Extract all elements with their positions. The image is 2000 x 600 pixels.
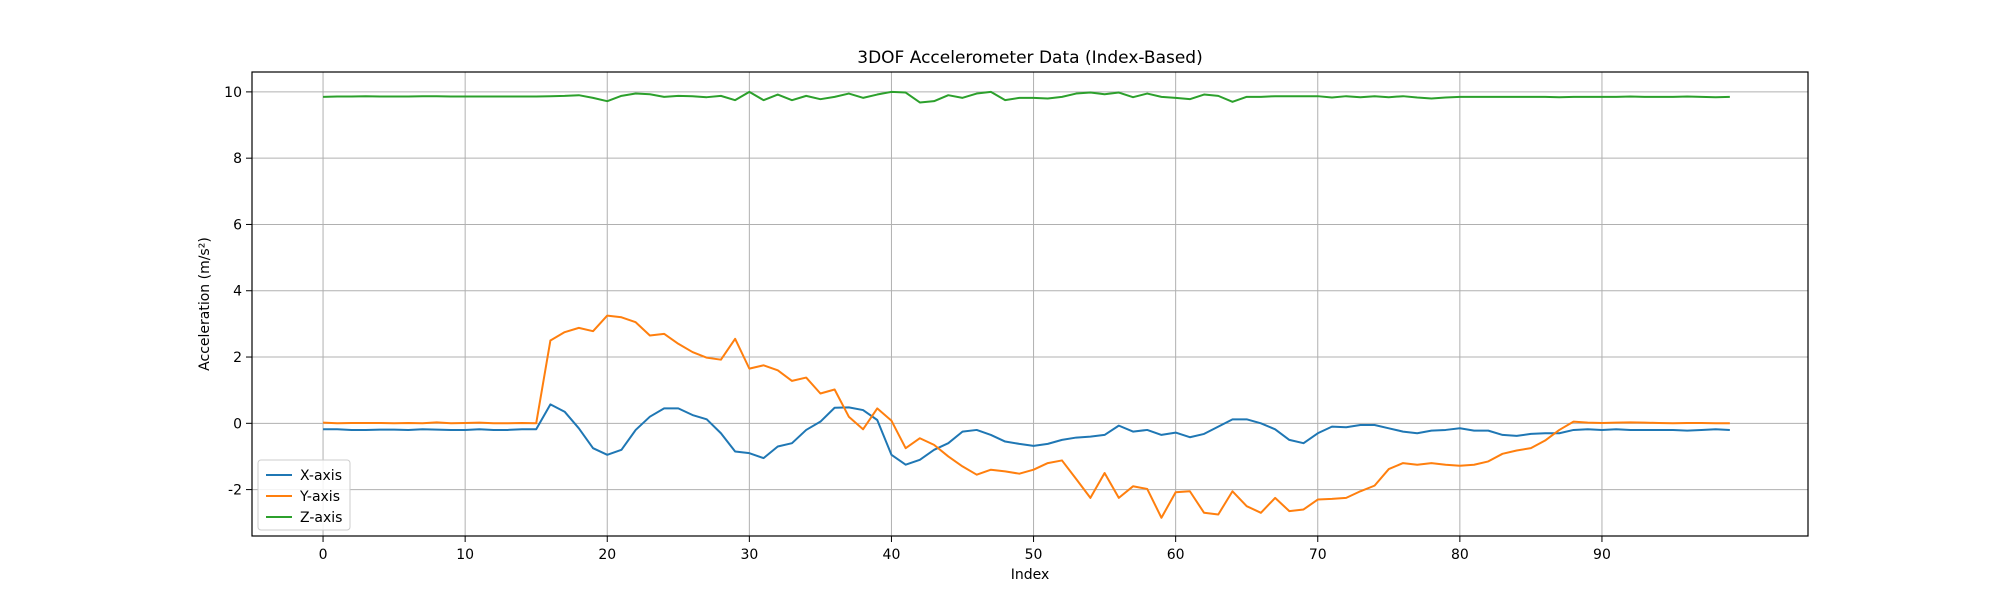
y-tick-label: 4 (233, 284, 242, 300)
x-tick-label: 40 (883, 547, 901, 563)
series-line-z-axis (323, 90, 1730, 104)
legend-label: Y-axis (299, 489, 340, 505)
series-line-x-axis (323, 403, 1730, 466)
y-axis-label: Acceleration (m/s²) (197, 237, 213, 371)
axis-ticks: 0 10 20 30 40 50 60 70 80 90 -2 0 2 4 6 8 10 (224, 85, 1611, 563)
y-tick-label: 2 (233, 350, 242, 366)
y-tick-label: 8 (233, 151, 242, 167)
x-tick-label: 70 (1309, 547, 1327, 563)
x-tick-label: 20 (598, 547, 616, 563)
grid-lines (252, 72, 1808, 536)
x-tick-label: 0 (319, 547, 328, 563)
legend: X-axis Y-axis Z-axis (257, 459, 351, 531)
legend-label: Z-axis (300, 510, 342, 526)
y-tick-label: 0 (233, 416, 242, 432)
y-tick-label: 6 (233, 217, 242, 233)
y-tick-label: -2 (228, 483, 242, 499)
y-tick-label: 10 (224, 85, 242, 101)
plot-frame (251, 71, 1809, 537)
x-axis-label: Index (1011, 567, 1050, 583)
x-tick-label: 10 (456, 547, 474, 563)
series-lines (323, 90, 1730, 519)
x-tick-label: 80 (1451, 547, 1469, 563)
x-tick-label: 30 (740, 547, 758, 563)
x-tick-label: 90 (1593, 547, 1611, 563)
chart-title: 3DOF Accelerometer Data (Index-Based) (857, 48, 1202, 68)
series-line-y-axis (323, 314, 1730, 519)
legend-box (257, 459, 351, 531)
legend-label: X-axis (300, 468, 342, 484)
x-tick-label: 50 (1025, 547, 1043, 563)
x-tick-label: 60 (1167, 547, 1185, 563)
